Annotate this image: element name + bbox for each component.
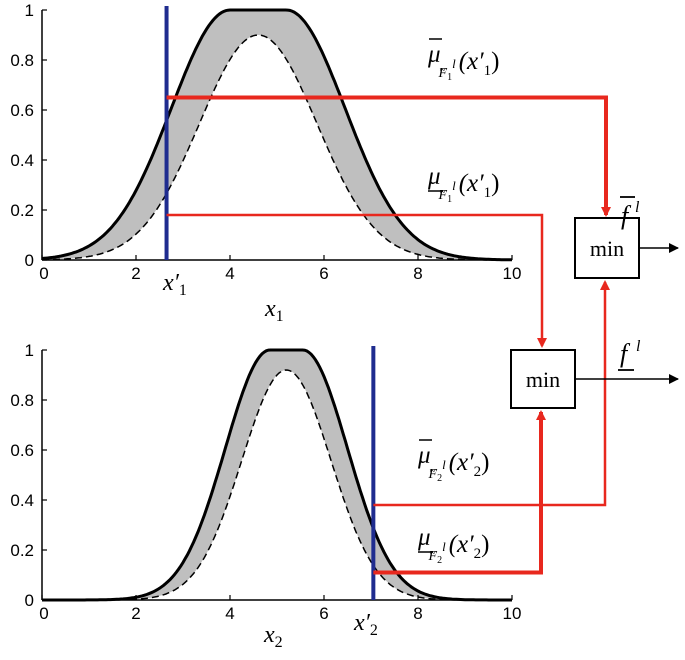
x1-upper-degree-formula: μ~F1l (x′1)	[427, 41, 499, 83]
x1-upper-degree-path	[166, 95, 611, 217]
y-tick-label: 0.2	[10, 541, 34, 560]
x1-lower-degree-path	[166, 213, 547, 348]
x-tick-label: 8	[413, 604, 422, 623]
lower-min-operator: min	[510, 349, 576, 409]
upper-output-label: f l	[620, 196, 640, 230]
x-tick-label: 6	[319, 604, 328, 623]
x-tick-label: 0	[39, 264, 48, 283]
x2-upper-degree-path	[373, 280, 610, 507]
x1-lower-membership-curve	[42, 34, 512, 261]
upper-output-symbol: f	[621, 201, 632, 230]
x-tick-label: 4	[225, 264, 234, 283]
x2-lower-degree-formula: μ~F2l (x′2)	[417, 524, 489, 566]
y-tick-label: 1	[25, 341, 34, 360]
y-tick-label: 0	[25, 591, 34, 610]
y-tick-label: 0	[25, 251, 34, 270]
signal-paths	[166, 95, 611, 575]
x1-lower-degree-label: μ~F1l (x′1)	[427, 163, 499, 205]
lower-output-superscript: l	[636, 338, 641, 355]
upper-output-superscript: l	[635, 199, 640, 216]
x-tick-label: 10	[503, 264, 522, 283]
x2-upper-degree-label: μ~F2l (x′2)	[417, 439, 489, 484]
lower-output-symbol: f	[620, 339, 631, 368]
upper-min-label: min	[590, 236, 624, 261]
y-tick-label: 0.6	[10, 101, 34, 120]
x1-axis-label: x1	[264, 296, 284, 325]
y-tick-label: 1	[25, 1, 34, 20]
x-tick-label: 4	[225, 604, 234, 623]
y-tick-label: 0.4	[10, 151, 34, 170]
y-tick-label: 0.4	[10, 491, 34, 510]
plot-x2: 0 2 4 6 8 10 0 0.2 0.4 0.6 0.8 1 x′2 x2	[10, 341, 521, 651]
x2-axis-label: x2	[263, 622, 283, 651]
y-tick-label: 0.2	[10, 201, 34, 220]
x1-upper-membership-curve	[41, 8, 512, 262]
lower-min-label: min	[526, 367, 560, 392]
y-tick-label: 0.8	[10, 391, 34, 410]
upper-min-operator: min	[574, 217, 640, 279]
x-tick-label: 10	[503, 604, 522, 623]
lower-output-label: f l	[618, 338, 641, 371]
y-tick-label: 0.8	[10, 51, 34, 70]
x-tick-label: 6	[319, 264, 328, 283]
x2-lower-degree-label: μ~F2l (x′2)	[417, 524, 489, 566]
x1-lower-degree-formula: μ~F1l (x′1)	[427, 163, 499, 205]
x2-input-label: x′2	[353, 610, 378, 639]
y-tick-label: 0.6	[10, 441, 34, 460]
plot-x1: 0 2 4 6 8 10 0 0.2 0.4 0.6 0.8 1 x′1 x1	[10, 1, 521, 325]
x1-input-label: x′1	[162, 270, 187, 299]
x1-upper-degree-label: μ~F1l (x′1)	[427, 38, 499, 83]
x2-lower-degree-path	[373, 410, 546, 575]
x-tick-label: 0	[39, 604, 48, 623]
x-tick-label: 2	[131, 264, 140, 283]
x2-upper-degree-formula: μ~F2l (x′2)	[417, 442, 489, 484]
x-tick-label: 2	[131, 604, 140, 623]
x1-footprint-of-uncertainty	[42, 10, 512, 260]
x-tick-label: 8	[413, 264, 422, 283]
